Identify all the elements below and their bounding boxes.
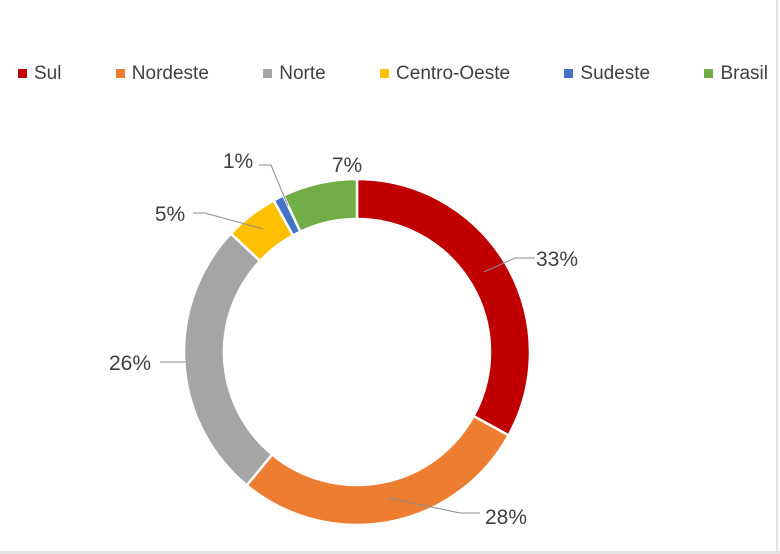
frame-edge-bottom — [0, 551, 780, 554]
legend-swatch-sudeste — [564, 68, 574, 78]
frame-edge-right — [776, 0, 778, 554]
legend-item-norte: Norte — [263, 62, 326, 84]
legend-swatch-brasil — [704, 68, 714, 78]
donut-slice-sul — [355, 177, 532, 438]
legend-label-sudeste: Sudeste — [580, 62, 651, 84]
legend-item-sudeste: Sudeste — [564, 64, 650, 83]
leader-line-sul — [483, 257, 535, 273]
legend-item-sul: Sul — [18, 64, 61, 83]
leader-line-sudeste — [259, 164, 289, 207]
data-label-norte: 26% — [109, 352, 151, 375]
leader-line-centro-oeste — [193, 212, 264, 230]
legend-label-brasil: Brasil — [720, 62, 768, 84]
legend-label-sul: Sul — [34, 62, 62, 84]
data-label-sul: 33% — [536, 248, 578, 271]
leader-line-nordeste — [387, 497, 480, 514]
chart-legend: Sul Nordeste Norte Centro-Oeste Sudeste … — [18, 60, 768, 86]
legend-label-norte: Norte — [279, 62, 326, 84]
legend-swatch-sul — [18, 68, 27, 78]
data-label-sudeste: 1% — [223, 150, 253, 173]
donut-slice-nordeste — [244, 414, 511, 527]
donut-slice-norte — [182, 231, 274, 488]
legend-item-nordeste: Nordeste — [115, 62, 209, 84]
donut-slice-brasil — [281, 177, 359, 234]
data-label-brasil: 7% — [332, 154, 362, 177]
legend-swatch-nordeste — [115, 68, 125, 78]
legend-item-centro-oeste: Centro-Oeste — [380, 64, 510, 83]
data-label-centro-oeste: 5% — [155, 203, 185, 226]
legend-label-nordeste: Nordeste — [131, 62, 209, 84]
legend-swatch-centro-oeste — [380, 68, 390, 78]
data-label-nordeste: 28% — [485, 506, 527, 529]
legend-swatch-norte — [263, 68, 273, 78]
legend-label-centro-oeste: Centro-Oeste — [396, 62, 511, 84]
legend-item-brasil: Brasil — [704, 64, 768, 83]
